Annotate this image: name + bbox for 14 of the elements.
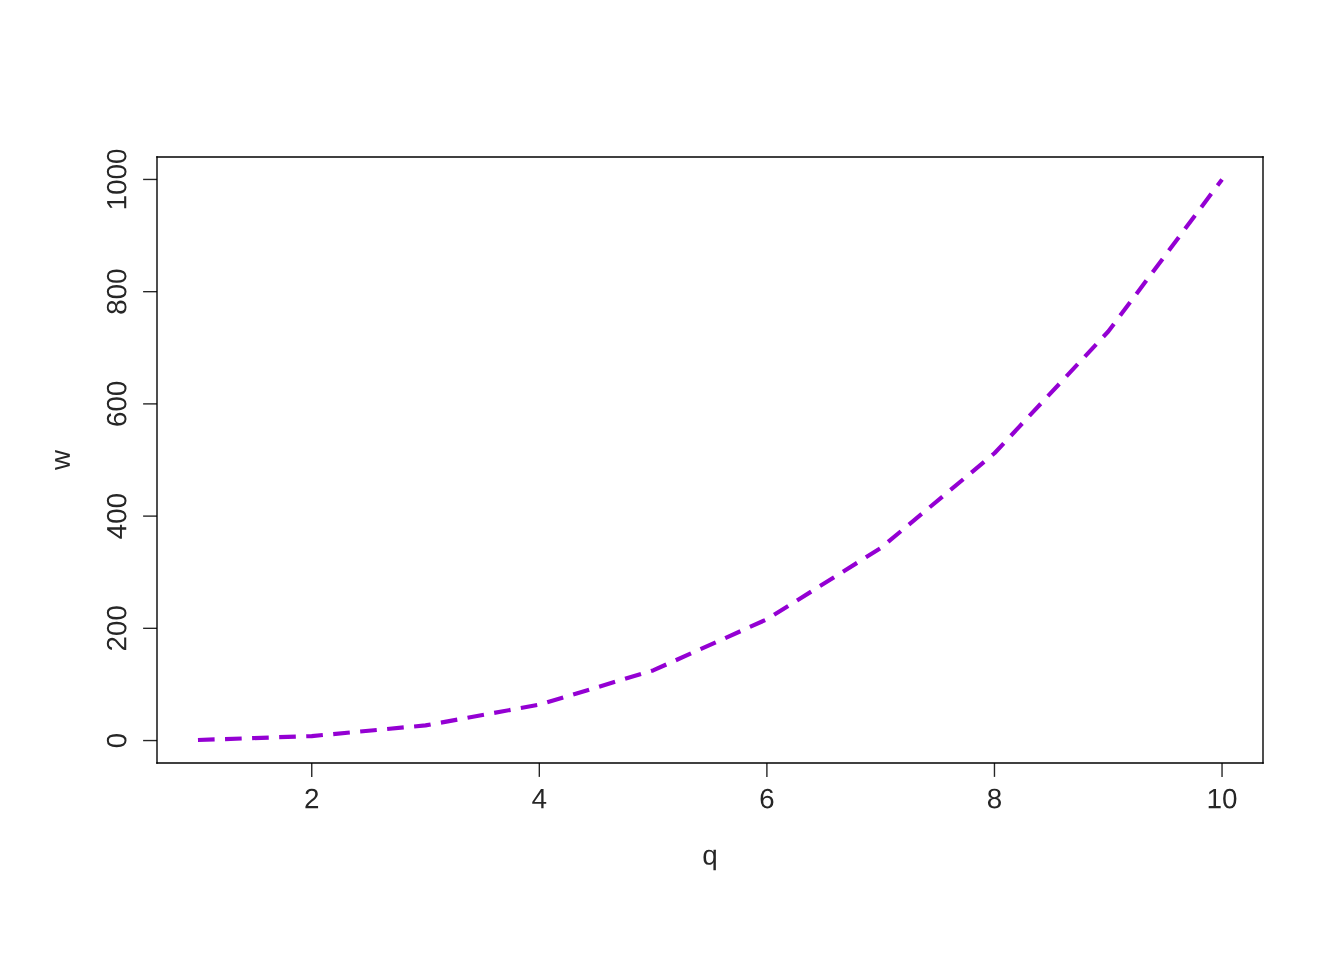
x-tick-label: 4 <box>532 789 547 809</box>
y-tick-label: 400 <box>106 494 127 539</box>
x-tick-label: 8 <box>987 788 1001 809</box>
y-axis-title: w <box>55 449 70 471</box>
x-tick-label: 6 <box>760 788 774 809</box>
y-tick-label: 1000 <box>106 149 127 209</box>
y-tick-label: 0 <box>106 733 127 748</box>
line-series <box>195 177 1225 743</box>
x-tick-label: 2 <box>305 788 319 809</box>
y-tick-label: 800 <box>106 269 127 314</box>
x-axis-title: q <box>703 849 716 871</box>
y-tick-label: 200 <box>106 606 127 651</box>
y-tick-label: 600 <box>106 381 127 426</box>
x-tick-label: 10 <box>1208 788 1237 809</box>
